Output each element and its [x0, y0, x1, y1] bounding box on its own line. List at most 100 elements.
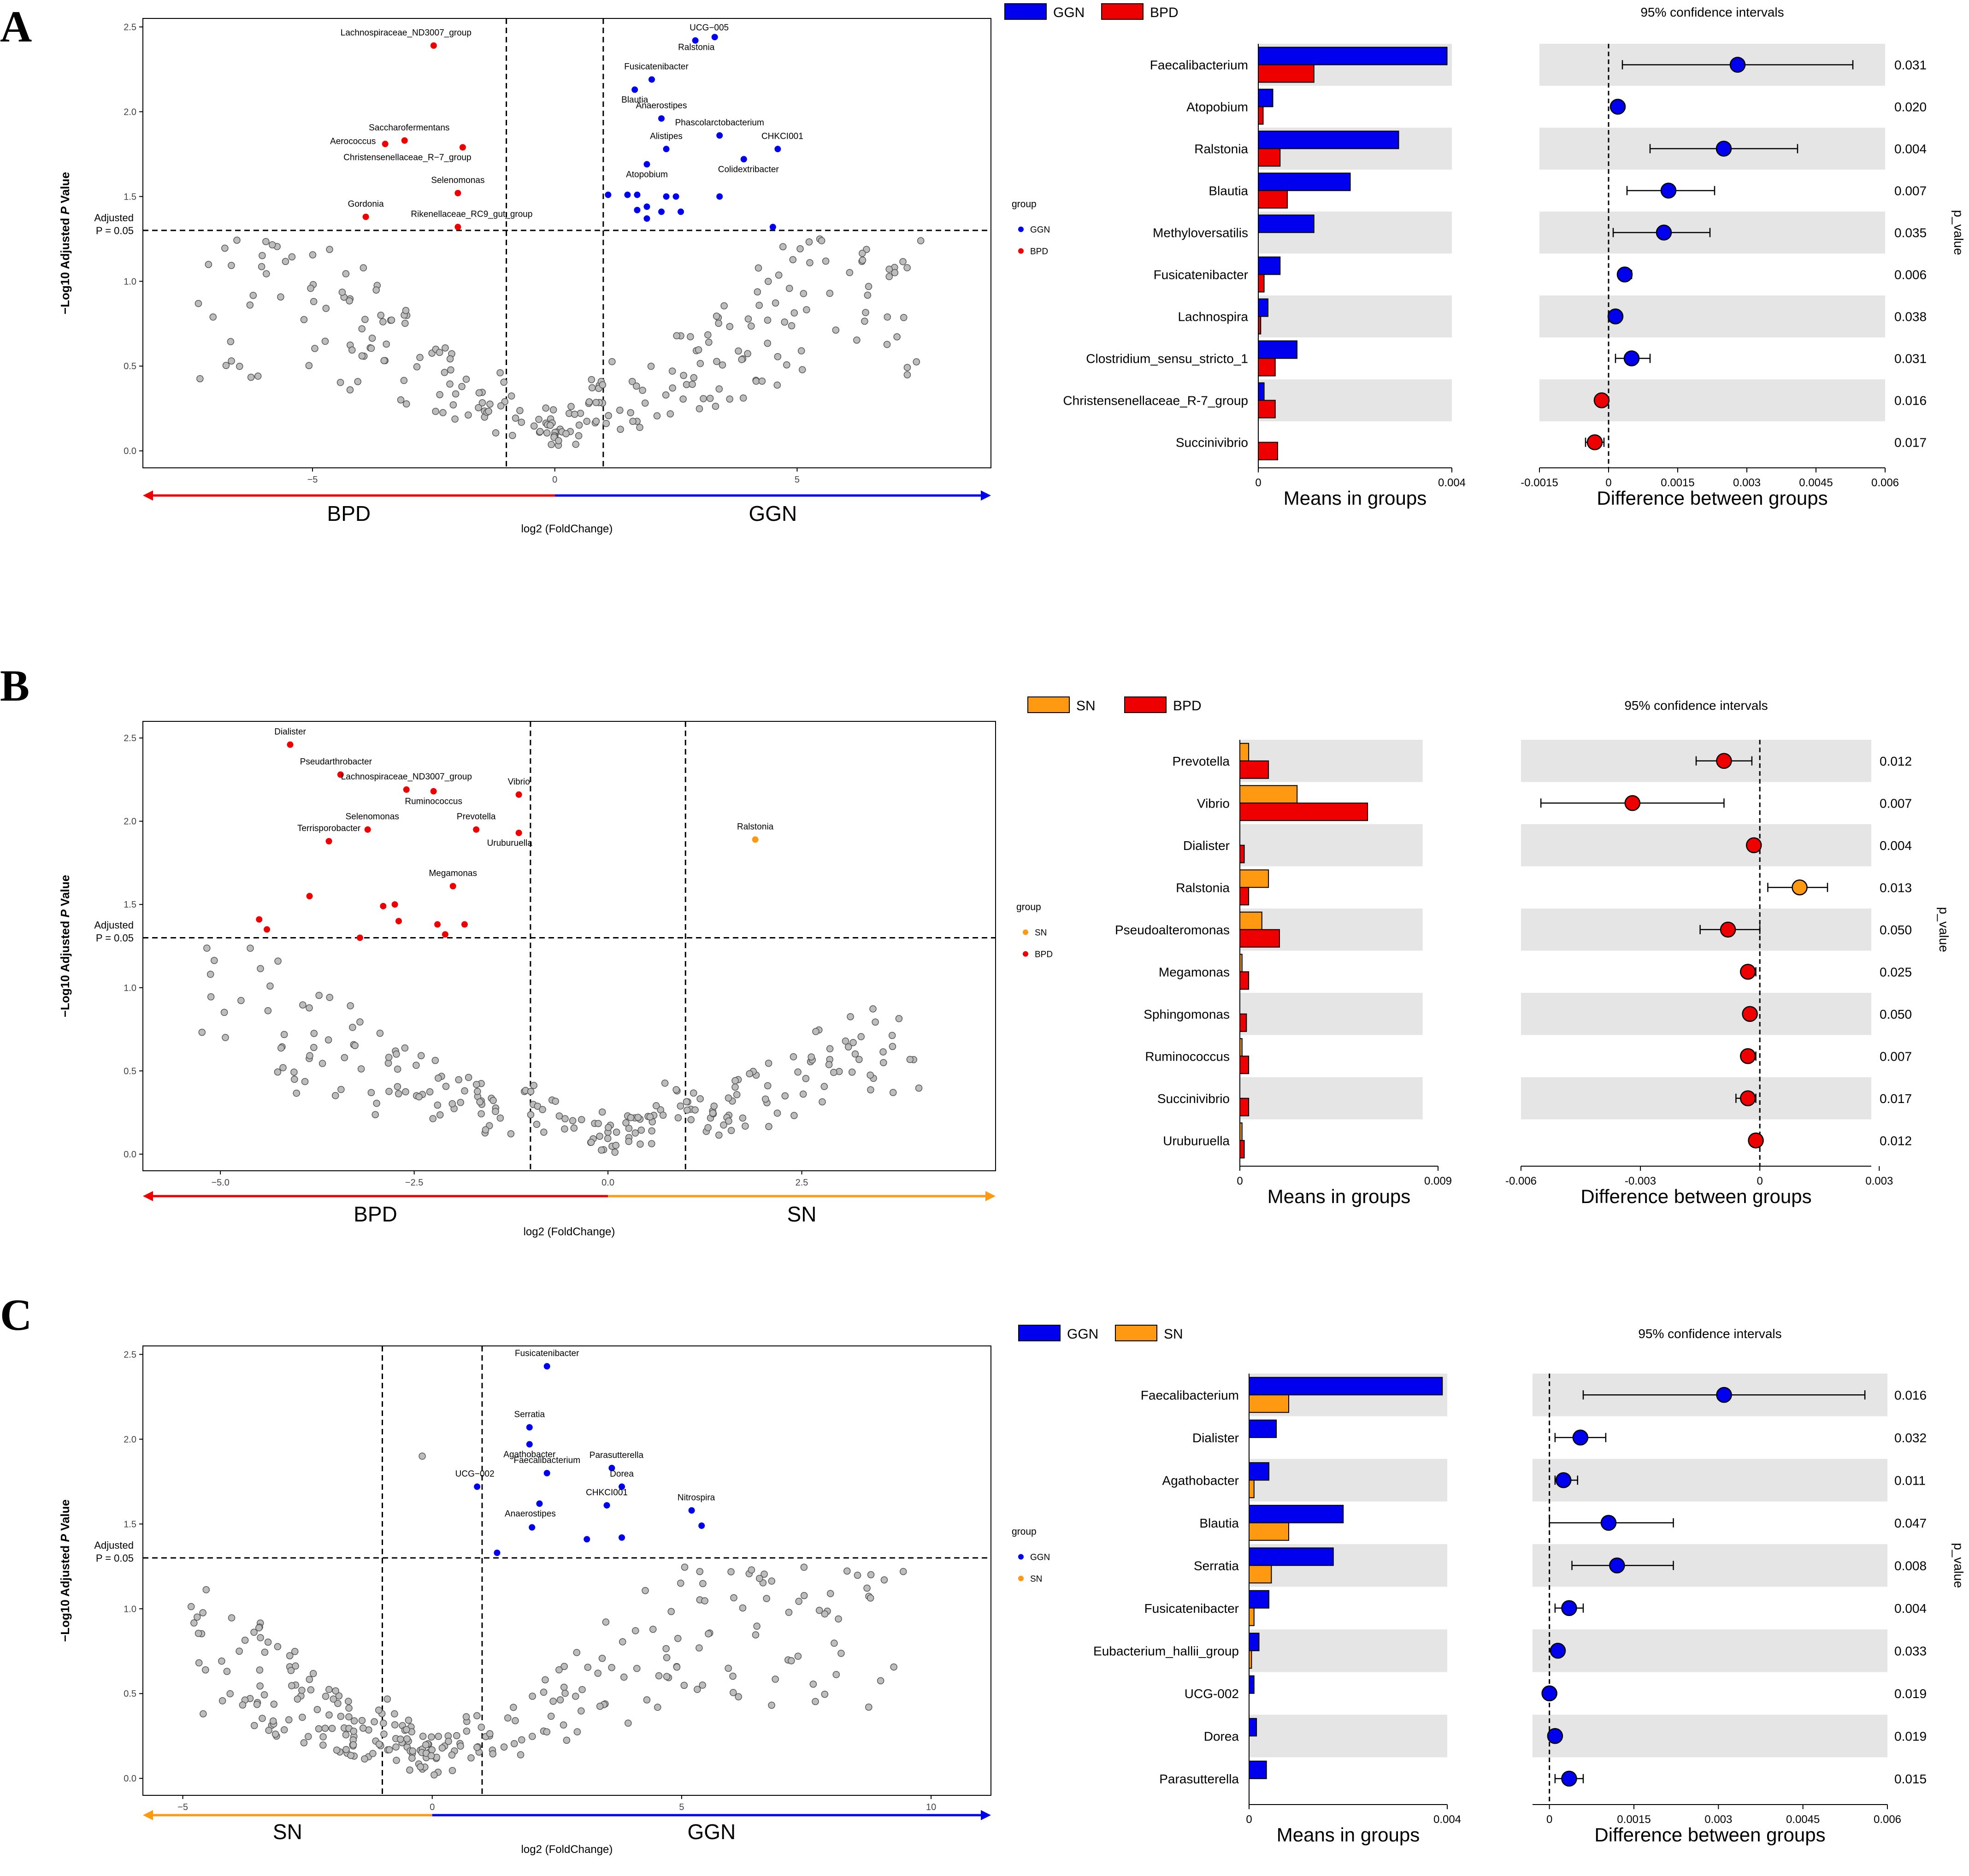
- grey-point: [631, 1129, 639, 1137]
- sig-point: [356, 934, 363, 941]
- p-value-label: 0.050: [1880, 1007, 1912, 1021]
- grey-point: [835, 1615, 842, 1623]
- grey-point: [659, 1111, 667, 1119]
- grey-point: [731, 1077, 739, 1085]
- legend-dot: [1018, 1554, 1024, 1560]
- grey-point: [315, 1725, 323, 1733]
- ci-estimate-point: [1561, 1770, 1577, 1787]
- grey-point: [719, 361, 726, 369]
- grey-point: [865, 283, 872, 290]
- ci-row-band: [1521, 993, 1871, 1035]
- sig-point: [663, 193, 670, 200]
- bar-SN: [1239, 869, 1269, 888]
- row-band: [1249, 1629, 1447, 1672]
- y-axis-title-suffix: Value: [58, 172, 72, 206]
- grey-point: [330, 1695, 337, 1703]
- ci-estimate-point: [1586, 434, 1603, 450]
- grey-point: [309, 1670, 317, 1677]
- grey-point: [254, 372, 262, 380]
- bar-GGN: [1249, 1590, 1269, 1609]
- point-label: Alistipes: [650, 131, 683, 141]
- y-axis-title-suffix: Value: [58, 875, 72, 909]
- grey-point: [392, 1743, 400, 1751]
- grey-point: [321, 1724, 329, 1732]
- grey-point: [694, 1686, 701, 1693]
- grey-point: [699, 1580, 707, 1587]
- grey-point: [196, 375, 204, 383]
- left-arrow-head: [143, 1810, 153, 1820]
- grey-point: [207, 993, 215, 1001]
- bar-GGN: [1258, 340, 1297, 359]
- adjusted-label: Adjusted: [94, 919, 134, 931]
- grey-point: [448, 1751, 456, 1759]
- grey-point: [195, 300, 202, 307]
- taxon-label: Ralstonia: [1176, 880, 1230, 895]
- legend-title: group: [1012, 199, 1037, 210]
- grey-point: [518, 1736, 525, 1744]
- grey-point: [556, 1696, 564, 1704]
- grey-point: [812, 1028, 819, 1035]
- grey-point: [368, 335, 376, 342]
- grey-point: [335, 1692, 343, 1699]
- grey-point: [867, 1086, 874, 1094]
- taxon-label: Lachnospira: [1178, 310, 1248, 324]
- grey-point: [577, 409, 584, 417]
- grey-point: [393, 1050, 400, 1058]
- grey-point: [510, 1740, 518, 1747]
- grey-point: [395, 1090, 402, 1097]
- legend-dot: [1018, 226, 1024, 232]
- grey-point: [752, 1631, 760, 1639]
- grey-point: [367, 344, 375, 352]
- grey-point: [504, 1714, 512, 1722]
- p-value-label: 0.017: [1894, 436, 1927, 450]
- point-label: Parasutterella: [590, 1451, 644, 1460]
- grey-point: [416, 354, 424, 361]
- taxon-label: Blautia: [1199, 1516, 1239, 1530]
- grey-point: [725, 1094, 732, 1102]
- y-axis-title-prefix: −Log10 Adjusted: [58, 1542, 72, 1642]
- grey-point: [598, 1146, 605, 1154]
- grey-point: [380, 357, 388, 365]
- grey-point: [592, 418, 600, 425]
- sig-point: [364, 826, 371, 833]
- bar-legend-swatch: [1027, 696, 1070, 713]
- grey-point: [299, 1713, 306, 1721]
- grey-point: [298, 1687, 306, 1694]
- grey-point: [812, 1698, 819, 1705]
- grey-point: [358, 1717, 366, 1724]
- point-label: Phascolarctobacterium: [675, 118, 764, 128]
- grey-point: [403, 1726, 410, 1734]
- grey-point: [560, 1721, 567, 1729]
- grey-point: [306, 1675, 313, 1683]
- grey-point: [446, 355, 454, 363]
- grey-point: [772, 299, 779, 307]
- grey-point: [647, 362, 655, 370]
- grey-point: [198, 1028, 206, 1036]
- p-value-label: 0.033: [1894, 1644, 1927, 1658]
- grey-point: [473, 1712, 481, 1720]
- grey-point: [585, 398, 593, 406]
- grey-point: [326, 994, 333, 1001]
- ci-x-tick-label: 0.003: [1733, 477, 1761, 489]
- left-arrow-head: [143, 1191, 153, 1201]
- sig-point: [391, 901, 398, 908]
- bar-GGN: [1258, 256, 1281, 275]
- grey-point: [264, 1007, 272, 1015]
- grey-point: [293, 1089, 300, 1097]
- sig-point: [603, 1502, 610, 1509]
- grey-point: [517, 1751, 525, 1758]
- grey-point: [573, 1728, 581, 1735]
- p-value-label: 0.007: [1880, 796, 1912, 810]
- grey-point: [592, 399, 600, 407]
- grey-point: [383, 340, 390, 348]
- grey-point: [822, 257, 830, 265]
- bar-GGN: [1249, 1760, 1267, 1779]
- grey-point: [360, 264, 367, 271]
- grey-point: [690, 1089, 697, 1097]
- grey-point: [187, 1603, 195, 1611]
- point-label: CHKCI001: [586, 1488, 628, 1498]
- grey-point: [605, 412, 612, 419]
- grey-point: [461, 1087, 468, 1095]
- grey-point: [371, 1718, 378, 1726]
